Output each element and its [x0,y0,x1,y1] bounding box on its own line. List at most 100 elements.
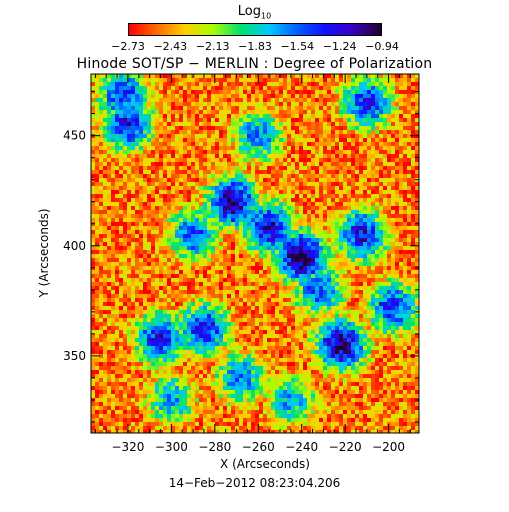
heatmap-cell [287,142,291,146]
heatmap-cell [191,190,195,194]
heatmap-cell [179,158,183,162]
heatmap-cell [363,242,367,246]
heatmap-cell [371,102,375,106]
heatmap-cell [163,286,167,290]
heatmap-cell [303,74,307,78]
heatmap-cell [127,194,131,198]
heatmap-cell [135,182,139,186]
heatmap-cell [99,162,103,166]
heatmap-cell [219,118,223,122]
heatmap-cell [103,78,107,82]
heatmap-cell [183,230,187,234]
heatmap-cell [343,286,347,290]
heatmap-cell [199,98,203,102]
heatmap-cell [355,298,359,302]
heatmap-cell [399,166,403,170]
heatmap-cell [187,294,191,298]
heatmap-cell [211,122,215,126]
heatmap-cell [335,118,339,122]
heatmap-cell [247,242,251,246]
heatmap-cell [219,102,223,106]
heatmap-cell [299,282,303,286]
heatmap-cell [299,138,303,142]
heatmap-cell [291,230,295,234]
heatmap-cell [155,270,159,274]
heatmap-cell [331,118,335,122]
heatmap-cell [315,178,319,182]
heatmap-cell [283,170,287,174]
heatmap-cell [159,226,163,230]
heatmap-cell [203,278,207,282]
heatmap-cell [383,114,387,118]
heatmap-cell [183,114,187,118]
heatmap-cell [195,242,199,246]
heatmap-cell [295,98,299,102]
heatmap-cell [303,246,307,250]
heatmap-cell [283,314,287,318]
heatmap-cell [291,226,295,230]
heatmap-cell [187,78,191,82]
heatmap-cell [211,158,215,162]
heatmap-cell [103,102,107,106]
heatmap-cell [139,282,143,286]
heatmap-cell [147,110,151,114]
heatmap-cell [383,258,387,262]
heatmap-cell [415,122,419,126]
heatmap-cell [115,142,119,146]
heatmap-cell [195,290,199,294]
heatmap-cell [255,218,259,222]
heatmap-cell [111,250,115,254]
heatmap-cell [279,242,283,246]
heatmap-cell [319,206,323,210]
heatmap-cell [331,146,335,150]
heatmap-cell [111,294,115,298]
heatmap-cell [343,250,347,254]
heatmap-cell [95,290,99,294]
heatmap-cell [191,270,195,274]
heatmap-cell [123,142,127,146]
heatmap-cell [99,238,103,242]
heatmap-cell [319,202,323,206]
heatmap-cell [307,118,311,122]
heatmap-cell [391,290,395,294]
heatmap-cell [371,162,375,166]
heatmap-cell [395,114,399,118]
heatmap-cell [211,126,215,130]
heatmap-cell [223,206,227,210]
heatmap-cell [299,130,303,134]
heatmap-cell [399,134,403,138]
heatmap-cell [303,206,307,210]
heatmap-cell [143,306,147,310]
heatmap-cell [315,274,319,278]
heatmap-cell [95,86,99,90]
heatmap-cell [399,102,403,106]
heatmap-cell [99,222,103,226]
heatmap-cell [239,82,243,86]
heatmap-cell [99,118,103,122]
heatmap-cell [131,130,135,134]
heatmap-cell [259,302,263,306]
heatmap-cell [251,226,255,230]
heatmap-cell [275,310,279,314]
heatmap-cell [171,106,175,110]
heatmap-cell [347,150,351,154]
heatmap-cell [303,98,307,102]
heatmap-cell [279,270,283,274]
heatmap-cell [91,146,95,150]
heatmap-cell [219,242,223,246]
heatmap-cell [267,90,271,94]
heatmap-cell [195,258,199,262]
heatmap-cell [199,166,203,170]
heatmap-cell [159,234,163,238]
heatmap-cell [255,294,259,298]
heatmap-cell [215,194,219,198]
heatmap-cell [287,306,291,310]
heatmap-cell [335,190,339,194]
heatmap-cell [175,182,179,186]
heatmap-cell [219,258,223,262]
heatmap-cell [155,310,159,314]
heatmap-cell [247,170,251,174]
heatmap-cell [195,150,199,154]
heatmap-cell [267,246,271,250]
heatmap-cell [211,98,215,102]
